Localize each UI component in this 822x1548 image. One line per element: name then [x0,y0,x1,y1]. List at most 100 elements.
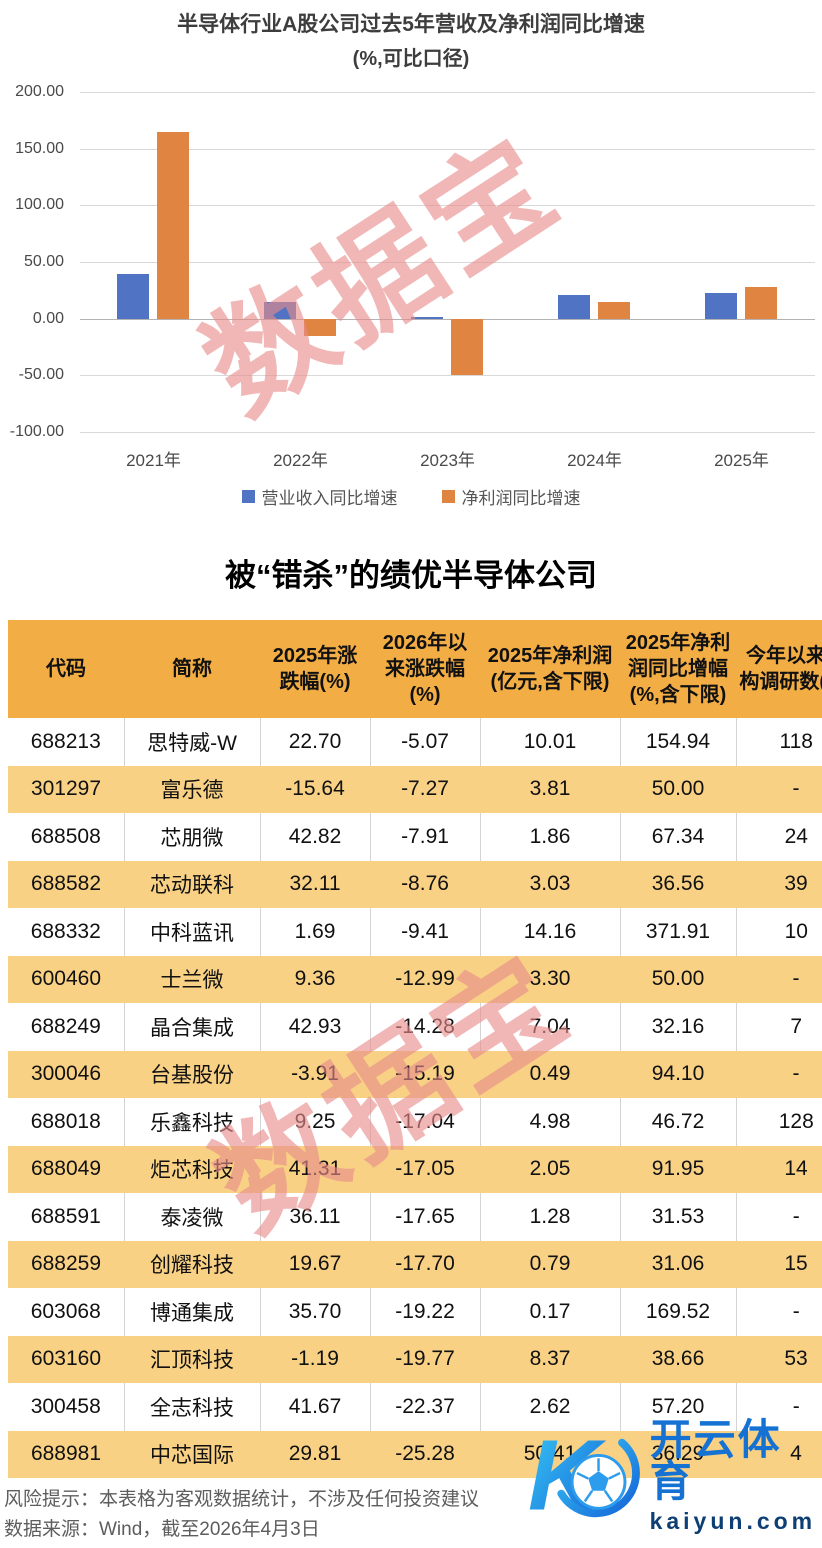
table-cell: -17.65 [370,1193,481,1241]
table-cell: 688259 [8,1240,124,1288]
column-header: 简称 [172,658,212,680]
table-cell: 9.25 [260,1098,371,1146]
x-tick-label: 2021年 [126,451,181,470]
table-cell: 2.05 [480,1145,620,1193]
table-cell: 36.56 [620,860,736,908]
table-cell: 9.36 [260,955,370,1003]
table-cell: 15 [736,1240,822,1288]
column-header: 代码 [46,658,86,680]
column-header: 今年以来机构调研数(家) [739,645,822,693]
table-cell: 688018 [8,1098,125,1146]
table-row: 688213 思特威-W 22.70 -5.07 10.01 154.94 118 [8,718,822,766]
table-cell: 炬芯科技 [124,1145,260,1193]
table-cell: 士兰微 [124,955,260,1003]
table-cell: 0.49 [480,1050,620,1098]
table-cell: 7 [736,1003,822,1051]
table-cell: 41.31 [260,1145,370,1193]
soccer-ball-k-icon: K [528,1422,640,1530]
table-cell: 118 [736,718,822,766]
table-cell: 思特威-W [124,718,261,766]
table-cell: 603160 [8,1335,124,1383]
table-row: 688582 芯动联科 32.11 -8.76 3.03 36.56 39 [8,860,822,908]
chart-title: 半导体行业A股公司过去5年营收及净利润同比增速 [177,13,645,36]
table-cell: 57.20 [620,1383,737,1431]
table-cell: 4.98 [480,1098,621,1146]
table-cell: 29.81 [260,1430,370,1478]
logo-brand-text: 开云体育 [649,1416,782,1505]
bar-revenue-2023 [411,316,443,319]
bar-chart-section: 半导体行业A股公司过去5年营收及净利润同比增速 (%,可比口径) 200.00 1… [0,0,822,535]
table-cell: 芯动联科 [124,860,260,908]
y-tick-label: 150.00 [15,139,64,157]
table-cell: 2.62 [480,1383,621,1431]
table-cell: -14.28 [370,1003,481,1051]
table-cell: 31.53 [620,1193,737,1241]
table-cell: 19.67 [260,1240,370,1288]
table-cell: - [736,1193,822,1241]
table-cell: 32.16 [620,1003,737,1051]
table-cell: 中芯国际 [124,1430,260,1478]
bar-revenue-2025 [705,292,737,319]
table-cell: 688582 [8,860,124,908]
table-cell: 688332 [8,908,125,956]
table-cell: 39 [736,860,822,908]
table-cell: 24 [736,813,822,861]
table-cell: 乐鑫科技 [124,1098,261,1146]
gridline [80,375,815,377]
table-cell: 688049 [8,1145,124,1193]
x-tick-label: 2024年 [567,451,622,470]
table-cell: -22.37 [370,1383,481,1431]
table-cell: -12.99 [370,955,480,1003]
x-axis-labels: 2021年 2022年 2023年 2024年 2025年 [80,446,815,471]
table-cell: 688508 [8,813,125,861]
table-row: 688049 炬芯科技 41.31 -17.05 2.05 91.95 14 [8,1145,822,1193]
table-cell: -17.04 [370,1098,481,1146]
table-cell: 688981 [8,1430,124,1478]
legend-item-revenue: 营业收入同比增速 [241,484,398,509]
table-cell: 91.95 [620,1145,736,1193]
table-cell: 35.70 [260,1288,371,1336]
table-cell: -1.19 [260,1335,370,1383]
table-cell: -9.41 [370,908,481,956]
bar-revenue-2024 [558,295,590,319]
gridline [80,262,815,263]
gridline [80,432,815,433]
column-header: 2025年净利润同比增幅(%,含下限) [625,632,731,706]
table-cell: 4 [736,1430,822,1478]
table-cell: -8.76 [370,860,480,908]
legend-label-profit: 净利润同比增速 [461,489,581,508]
bar-revenue-2021 [117,274,149,319]
column-header: 2026年以来涨跌幅(%) [382,632,468,706]
chart-subtitle: (%,可比口径) [352,48,470,70]
y-tick-label: 0.00 [32,309,64,327]
table-row: 688249 晶合集成 42.93 -14.28 7.04 32.16 7 [8,1003,822,1051]
bar-profit-2024 [598,301,630,319]
table-cell: -19.77 [370,1335,480,1383]
gridline [80,92,815,93]
table-cell: 中科蓝讯 [124,908,261,956]
table-row: 300458 全志科技 41.67 -22.37 2.62 57.20- [8,1383,822,1431]
table-cell: 36.29 [620,1430,736,1478]
table-cell: 10 [736,908,822,956]
table-cell: 台基股份 [124,1050,260,1098]
table-cell: - [736,955,822,1003]
bar-revenue-2022 [264,301,296,319]
legend-label-revenue: 营业收入同比增速 [261,489,398,508]
table-cell: -25.28 [370,1430,480,1478]
y-tick-label: 100.00 [15,196,64,214]
table-row: 301297 富乐德 -15.64 -7.27 3.81 50.00- [8,765,822,813]
table-cell: 泰凌微 [124,1193,261,1241]
bar-profit-2023 [451,318,483,376]
table-cell: 50.00 [620,765,736,813]
table-cell: 14 [736,1145,822,1193]
table-cell: 32.11 [260,860,370,908]
table-cell: 42.93 [260,1003,371,1051]
column-header: 2025年涨跌幅(%) [272,645,358,693]
table-header: 代码 简称 2025年涨跌幅(%) 2026年以来涨跌幅(%) 2025年净利润(亿元,… [8,620,822,718]
y-tick-label: -100.00 [9,423,64,440]
table-cell: 38.66 [620,1335,736,1383]
table-cell: 10.01 [480,718,621,766]
x-tick-label: 2022年 [273,451,328,470]
table-cell: -17.05 [370,1145,480,1193]
gridline [80,148,815,150]
